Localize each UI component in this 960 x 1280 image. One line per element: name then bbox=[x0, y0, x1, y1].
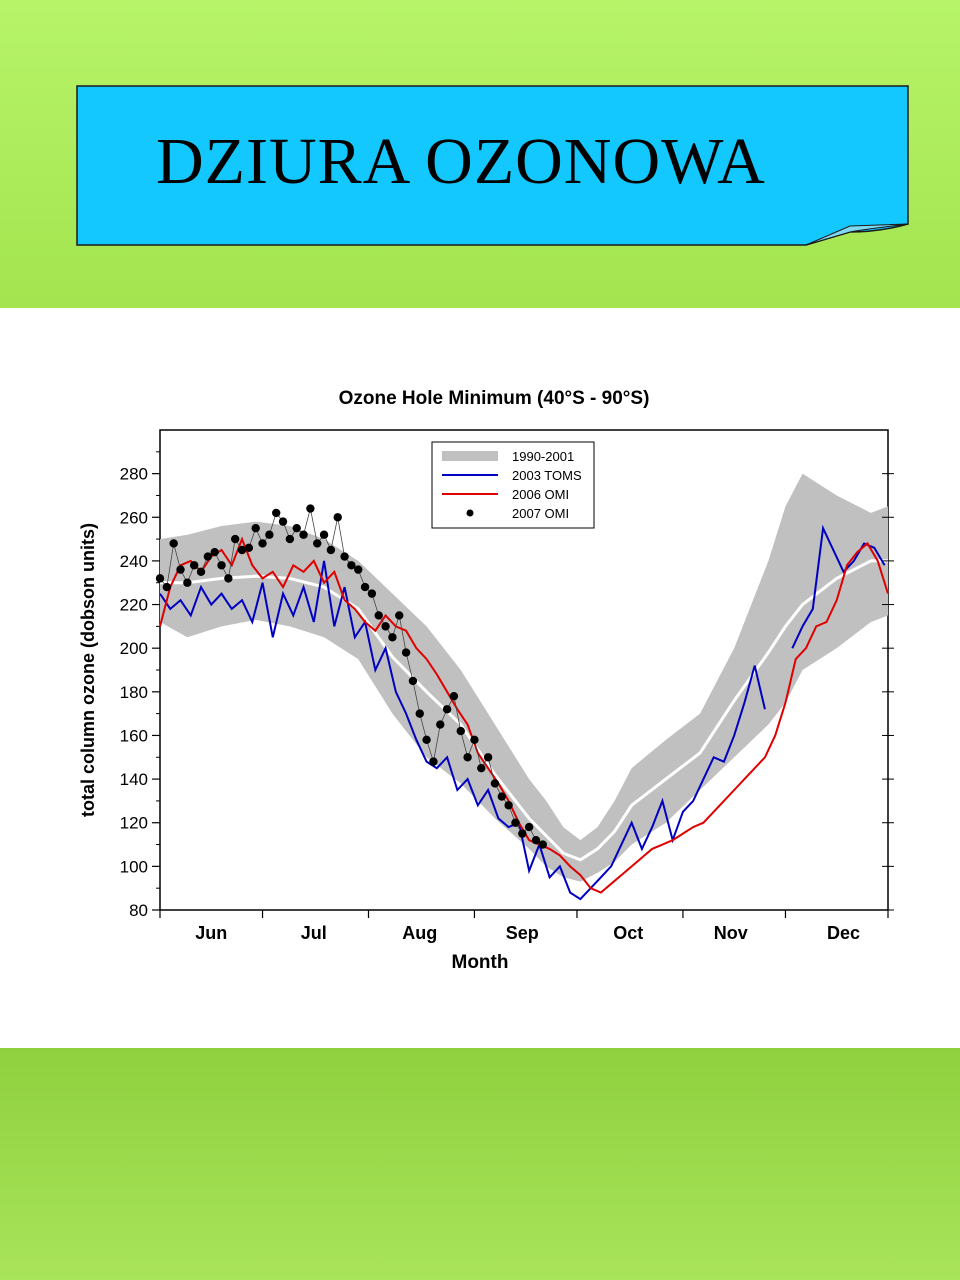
series-2007-omi-point bbox=[395, 611, 404, 620]
series-2007-omi-point bbox=[183, 578, 192, 587]
y-tick-label: 260 bbox=[120, 508, 148, 527]
x-tick-label: Dec bbox=[827, 923, 860, 943]
x-tick-label: Sep bbox=[506, 923, 539, 943]
series-2007-omi-point bbox=[155, 574, 165, 583]
legend-label: 1990-2001 bbox=[512, 449, 574, 464]
series-2007-omi-point bbox=[504, 801, 513, 810]
series-2007-omi-point bbox=[196, 567, 206, 577]
y-tick-label: 140 bbox=[120, 770, 148, 789]
series-2007-omi-point bbox=[265, 530, 274, 539]
series-2007-omi-point bbox=[319, 530, 329, 539]
x-tick-label: Nov bbox=[714, 923, 748, 943]
x-tick-label: Jul bbox=[301, 923, 327, 943]
series-2007-omi-point bbox=[422, 735, 431, 745]
y-axis-label: total column ozone (dobson units) bbox=[78, 523, 98, 817]
series-2007-omi-point bbox=[326, 545, 336, 555]
x-tick-label: Jun bbox=[195, 923, 227, 943]
series-2007-omi-point bbox=[278, 517, 288, 526]
y-tick-label: 100 bbox=[120, 857, 148, 876]
series-2007-omi-point bbox=[340, 552, 349, 561]
legend-label: 2003 TOMS bbox=[512, 468, 582, 483]
series-2007-omi-point bbox=[258, 539, 267, 548]
series-2007-omi-point bbox=[388, 633, 397, 642]
series-2007-omi-point bbox=[360, 582, 370, 592]
series-2007-omi-point bbox=[189, 561, 199, 570]
y-tick-label: 160 bbox=[120, 726, 148, 745]
chart-title: Ozone Hole Minimum (40°S - 90°S) bbox=[339, 388, 650, 409]
series-2007-omi-point bbox=[210, 547, 219, 557]
series-2007-omi-point bbox=[203, 552, 213, 561]
series-2007-omi-point bbox=[477, 763, 486, 773]
series-2007-omi-point bbox=[463, 753, 472, 762]
y-tick-label: 200 bbox=[120, 639, 148, 658]
series-2007-omi-point bbox=[511, 818, 520, 827]
series-2007-omi-point bbox=[497, 792, 506, 801]
x-tick-label: Oct bbox=[613, 923, 643, 943]
series-2007-omi-point bbox=[169, 539, 178, 548]
series-2007-omi-point bbox=[162, 582, 172, 592]
series-2007-omi-point bbox=[470, 735, 479, 745]
legend: 1990-2001 2003 TOMS 2006 OMI 2007 OMI bbox=[431, 441, 595, 529]
title-box-curl bbox=[805, 223, 909, 246]
y-tick-label: 120 bbox=[120, 814, 148, 833]
series-2007-omi-point bbox=[442, 705, 452, 714]
series-2007-omi-point bbox=[176, 565, 185, 574]
series-1990-2001-band bbox=[160, 473, 888, 882]
series-2007-omi-point bbox=[449, 691, 459, 701]
series-2007-omi-point bbox=[217, 561, 226, 570]
chart-svg: Ozone Hole Minimum (40°S - 90°S) total c… bbox=[78, 388, 894, 973]
slide-title: DZIURA OZONOWA bbox=[156, 125, 766, 198]
series-2007-omi-point bbox=[230, 534, 240, 544]
series-2007-omi-point bbox=[237, 545, 247, 555]
ozone-chart: Ozone Hole Minimum (40°S - 90°S) total c… bbox=[60, 370, 920, 990]
series-2007-omi-point bbox=[224, 574, 233, 583]
series-2007-omi-point bbox=[490, 779, 500, 788]
y-tick-label: 180 bbox=[120, 683, 148, 702]
x-axis-label: Month bbox=[452, 952, 509, 973]
series-2007-omi-point bbox=[354, 565, 363, 574]
series-2007-omi-point bbox=[292, 523, 301, 533]
series-2007-omi-point bbox=[347, 561, 356, 570]
series-2007-omi-point bbox=[531, 835, 541, 845]
series-2007-omi-point bbox=[244, 543, 254, 553]
series-2007-omi-point bbox=[367, 589, 377, 598]
series-2007-omi-point bbox=[415, 709, 424, 718]
series-2007-omi-point bbox=[299, 530, 308, 539]
y-tick-label: 240 bbox=[120, 552, 148, 571]
series-2003-toms-line bbox=[159, 560, 766, 901]
series-2007-omi-point bbox=[401, 648, 411, 657]
legend-swatch-band bbox=[442, 451, 498, 461]
series-2007-omi-point bbox=[374, 611, 383, 620]
series-2007-omi-point bbox=[483, 753, 493, 762]
series-2007-omi-point bbox=[456, 726, 465, 736]
series-2007-omi-point bbox=[306, 504, 315, 513]
y-tick-label: 280 bbox=[120, 465, 148, 484]
series-2007-omi-point bbox=[333, 513, 342, 522]
series-2007-omi-point bbox=[538, 840, 547, 849]
series-2007-omi-point bbox=[313, 539, 322, 548]
series-2007-omi-point bbox=[429, 757, 438, 766]
legend-swatch-point bbox=[466, 509, 474, 517]
x-tick-label: Aug bbox=[402, 923, 437, 943]
y-tick-label: 80 bbox=[129, 901, 148, 920]
legend-label: 2007 OMI bbox=[512, 506, 569, 521]
series-2007-omi-point bbox=[285, 534, 295, 544]
y-tick-label: 220 bbox=[120, 596, 148, 615]
series-2007-omi-point bbox=[436, 720, 445, 729]
series-1990-2001-mean bbox=[160, 559, 888, 862]
series-2007-omi-point bbox=[251, 523, 260, 533]
series-2007-omi-point bbox=[518, 829, 527, 838]
series-2007-omi-point bbox=[524, 822, 534, 832]
series-2007-omi-point bbox=[408, 676, 418, 686]
title-callout bbox=[76, 85, 909, 246]
series-2007-omi-point bbox=[381, 622, 390, 631]
legend-label: 2006 OMI bbox=[512, 487, 569, 502]
series-2007-omi-point bbox=[272, 508, 281, 518]
bottom-band bbox=[0, 1048, 960, 1280]
